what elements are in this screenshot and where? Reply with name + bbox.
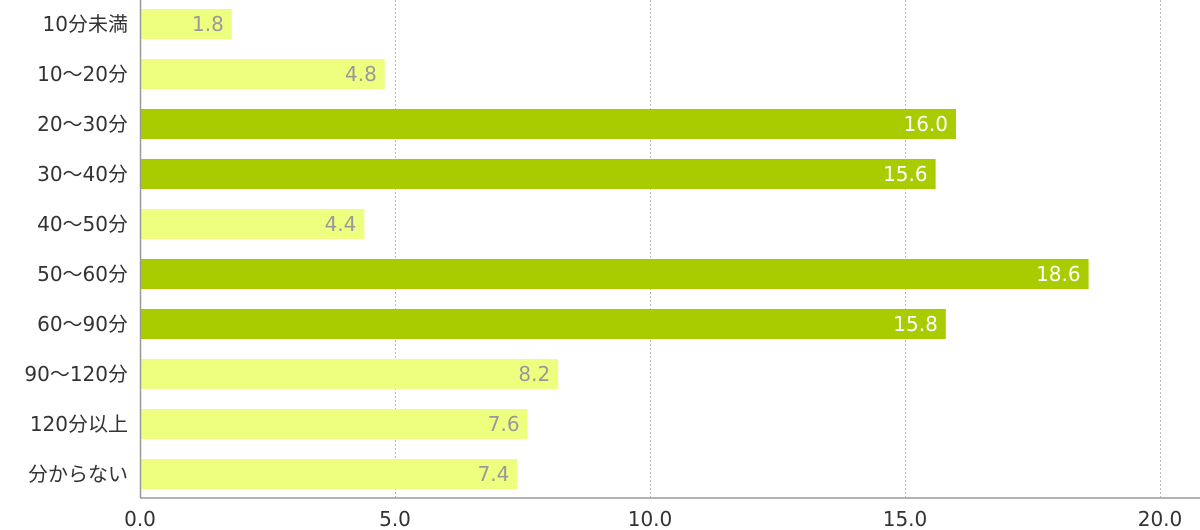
- value-label: 4.8: [345, 62, 377, 86]
- category-label: 10分未満: [43, 12, 128, 36]
- category-label: 分からない: [28, 462, 128, 486]
- bar: [140, 209, 365, 239]
- category-label: 40〜50分: [37, 212, 128, 236]
- value-label: 15.8: [893, 312, 938, 336]
- value-label: 16.0: [903, 112, 948, 136]
- x-tick-label: 15.0: [883, 507, 928, 530]
- bars: [140, 9, 1089, 489]
- bar: [140, 159, 936, 189]
- bar: [140, 359, 559, 389]
- x-tick-label: 0.0: [124, 507, 156, 530]
- value-label: 15.6: [883, 162, 928, 186]
- value-label: 8.2: [518, 362, 550, 386]
- bar: [140, 109, 956, 139]
- x-tick-label: 10.0: [628, 507, 673, 530]
- category-label: 90〜120分: [24, 362, 128, 386]
- bar: [140, 459, 518, 489]
- x-tick-label: 5.0: [379, 507, 411, 530]
- value-label: 4.4: [325, 212, 357, 236]
- value-label: 7.6: [488, 412, 520, 436]
- value-label: 7.4: [478, 462, 510, 486]
- bar: [140, 59, 385, 89]
- x-tick-label: 20.0: [1138, 507, 1183, 530]
- value-label: 18.6: [1036, 262, 1081, 286]
- labels: 1.8 10分未満 4.8 10〜20分 16.0 20〜30分 15.6 30〜40分 4.4…: [24, 12, 1182, 530]
- category-label: 20〜30分: [37, 112, 128, 136]
- bar: [140, 259, 1089, 289]
- value-label: 1.8: [192, 12, 224, 36]
- bar: [140, 309, 946, 339]
- bar: [140, 409, 528, 439]
- gridlines: [395, 0, 1161, 498]
- category-label: 120分以上: [30, 412, 128, 436]
- category-label: 10〜20分: [37, 62, 128, 86]
- category-label: 50〜60分: [37, 262, 128, 286]
- category-label: 60〜90分: [37, 312, 128, 336]
- bar: [140, 9, 232, 39]
- axes: [139, 0, 1200, 499]
- category-label: 30〜40分: [37, 162, 128, 186]
